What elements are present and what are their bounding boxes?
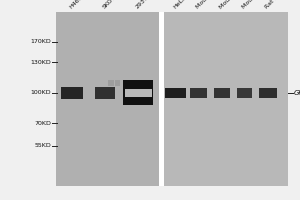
Text: GFM1: GFM1 <box>294 90 300 96</box>
Bar <box>115 80 120 86</box>
Bar <box>108 80 114 86</box>
Text: 130KD: 130KD <box>30 60 51 65</box>
Bar <box>95 87 116 99</box>
Bar <box>61 87 83 99</box>
Text: 100KD: 100KD <box>30 90 51 95</box>
Text: 55KD: 55KD <box>34 143 51 148</box>
Bar <box>237 88 252 98</box>
Text: 293T: 293T <box>135 0 149 10</box>
Text: 70KD: 70KD <box>34 121 51 126</box>
Bar <box>190 88 207 98</box>
Text: SKOV3: SKOV3 <box>102 0 120 10</box>
Bar <box>260 88 277 98</box>
Bar <box>125 89 152 97</box>
Text: Mouse heart: Mouse heart <box>241 0 272 10</box>
Bar <box>164 12 288 186</box>
Text: H460: H460 <box>68 0 84 10</box>
Bar <box>159 12 164 186</box>
Text: 170KD: 170KD <box>30 39 51 44</box>
Text: HeLa: HeLa <box>172 0 187 10</box>
Text: Mouse liver: Mouse liver <box>195 0 224 10</box>
Text: Rat heart: Rat heart <box>265 0 289 10</box>
Bar <box>214 88 230 98</box>
Bar <box>123 80 153 105</box>
Bar <box>56 12 159 186</box>
Text: Mouse kidney: Mouse kidney <box>218 0 253 10</box>
Bar <box>166 88 187 98</box>
